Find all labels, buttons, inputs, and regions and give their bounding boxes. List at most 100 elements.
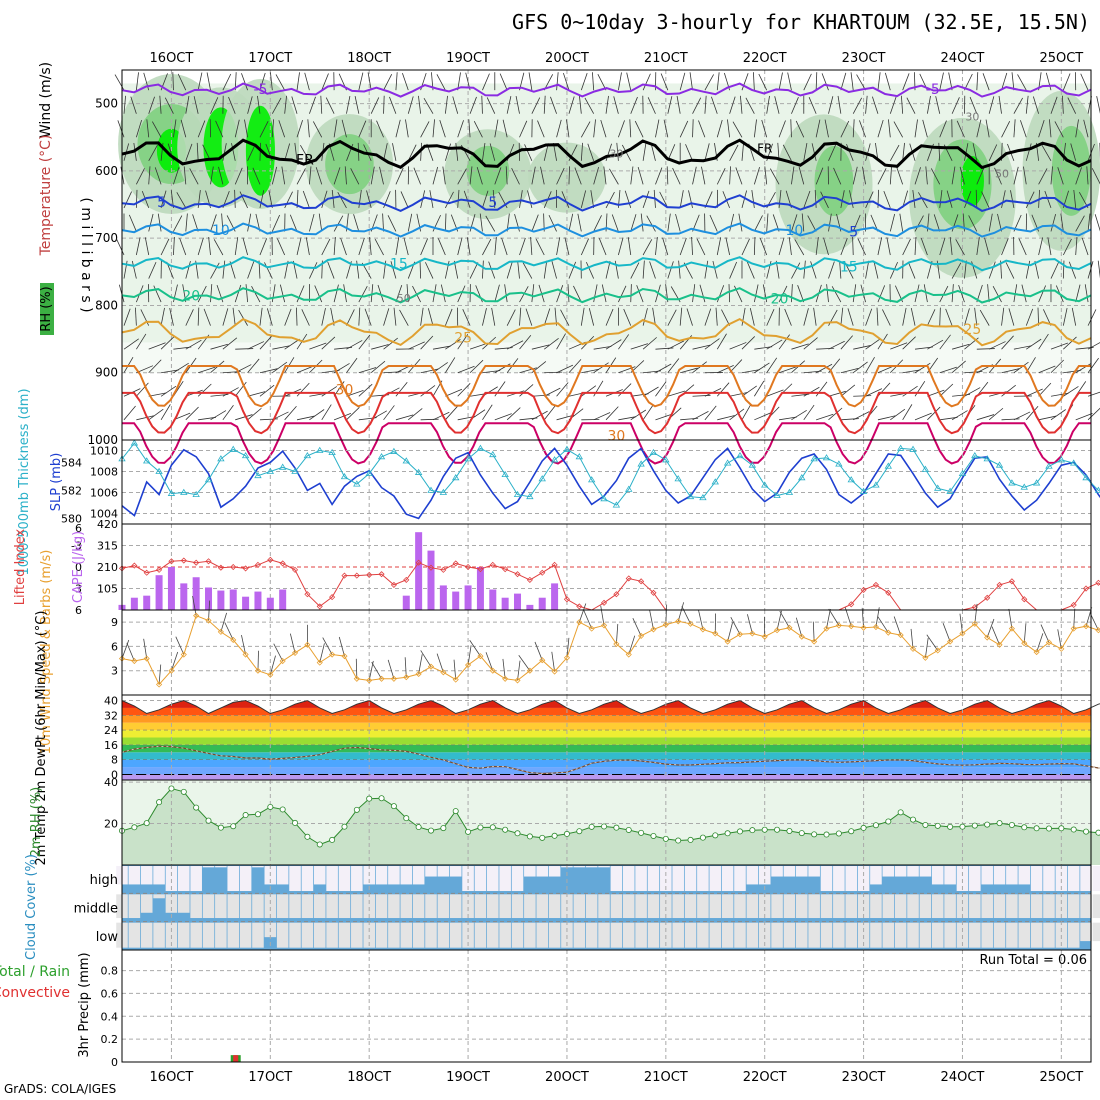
wind-barb (914, 362, 931, 374)
wind-barb (247, 261, 255, 279)
wind-barb (259, 384, 275, 397)
wind10m-barb (551, 651, 555, 672)
cloud-clear-cell (585, 866, 598, 868)
cloud-clear-cell (351, 922, 363, 948)
wind-barb (346, 95, 351, 114)
wind-barb (259, 72, 266, 91)
wind10m-barb (828, 608, 840, 626)
rh-point (638, 829, 645, 836)
wind-barb (1013, 411, 1031, 421)
wind10m-barb (730, 616, 741, 635)
wind-barb (753, 284, 759, 303)
wind-barb (667, 390, 686, 397)
wind-speed-point (724, 638, 731, 645)
wind-barb (383, 95, 385, 114)
wind-speed-point (254, 667, 262, 674)
wind-barb (642, 308, 648, 326)
wind-barb (234, 381, 247, 397)
cloud-clear-cell (969, 922, 981, 948)
wind-barb (642, 239, 653, 256)
wind-barb (882, 309, 891, 326)
wind-barb (183, 166, 187, 185)
wind-barb (729, 342, 747, 350)
wind-barb (716, 333, 727, 350)
wind-barb (920, 237, 928, 256)
wind-barb (1001, 384, 1016, 397)
wind-barb (729, 392, 748, 397)
cloud-clear-cell (227, 866, 240, 892)
wind-barb (531, 344, 550, 350)
wind-barb (301, 309, 310, 326)
wind10m-barb (776, 610, 782, 631)
wind-barb (794, 239, 805, 256)
cape-bar (229, 589, 237, 610)
cloud-clear-cell (672, 922, 684, 948)
li-point (872, 581, 880, 588)
wind-barb (556, 167, 565, 185)
rh-point (254, 811, 261, 818)
wind-barb (815, 237, 819, 256)
wind-barb (749, 308, 755, 326)
cloud-clear-cell (647, 866, 660, 892)
wind-speed-point (217, 628, 224, 635)
wind-barb (543, 338, 559, 350)
wind-barbs (114, 72, 1100, 421)
wind-barb (482, 260, 484, 279)
wind10m-barb (747, 614, 753, 634)
cloud-clear-cell (622, 922, 635, 948)
contour-20 (121, 287, 1092, 304)
cloud-clear-cell (870, 894, 882, 919)
wind-speed-point (576, 619, 583, 626)
wind-barb (135, 237, 141, 256)
wind-barb (289, 214, 298, 232)
wind-barb (271, 284, 276, 303)
wind-barb (853, 395, 872, 397)
time-label-top: 20OCT (545, 51, 589, 66)
contour-hot (122, 422, 1091, 465)
contour-label: 15 (390, 257, 408, 273)
wind-barb (862, 166, 866, 185)
cloud-clear-cell (375, 922, 388, 948)
wind-barb (333, 167, 341, 185)
li-point (205, 558, 212, 565)
wind10m-barb (257, 650, 259, 671)
cape-bar (242, 596, 250, 610)
cloud-clear-cell (313, 866, 326, 885)
wind-barb (395, 414, 414, 421)
wind-barb (196, 142, 199, 161)
wind-barb (568, 261, 577, 279)
wind-barb (296, 415, 315, 421)
wind-barb (222, 405, 234, 421)
wind-barb (123, 308, 131, 326)
wind-barb (309, 213, 315, 232)
wind-speed-point (242, 651, 249, 658)
wind-barb (877, 382, 891, 397)
wind-barb (197, 285, 207, 303)
wind-barb (206, 72, 211, 91)
wind-barb (753, 72, 755, 91)
wind-barb (865, 191, 874, 209)
rh-area (122, 788, 1100, 865)
wind-barb (753, 236, 756, 256)
wind10m-barb (779, 610, 790, 629)
rh-axis-label: 2m RH (%) (29, 787, 44, 858)
wind-barb (457, 285, 466, 303)
cloud-clear-cell (375, 866, 388, 885)
cloud-clear-cell (511, 866, 524, 892)
li-point (848, 601, 855, 608)
wind-barb (304, 72, 310, 91)
slp-point (217, 455, 225, 462)
wind-barb (1038, 285, 1047, 303)
wind-barb (525, 308, 533, 326)
wind-speed-point (477, 653, 484, 660)
cloud-clear-cell (907, 922, 919, 948)
slp-point (1082, 474, 1090, 481)
rh-point (984, 821, 991, 828)
wind-barb (222, 260, 226, 279)
wind-barb (725, 237, 731, 256)
li-point (625, 575, 632, 582)
wind-speed-point (514, 677, 521, 684)
rh-axis-label: RH (%) (39, 286, 54, 331)
slp-point (699, 493, 707, 501)
li-point (465, 563, 472, 571)
